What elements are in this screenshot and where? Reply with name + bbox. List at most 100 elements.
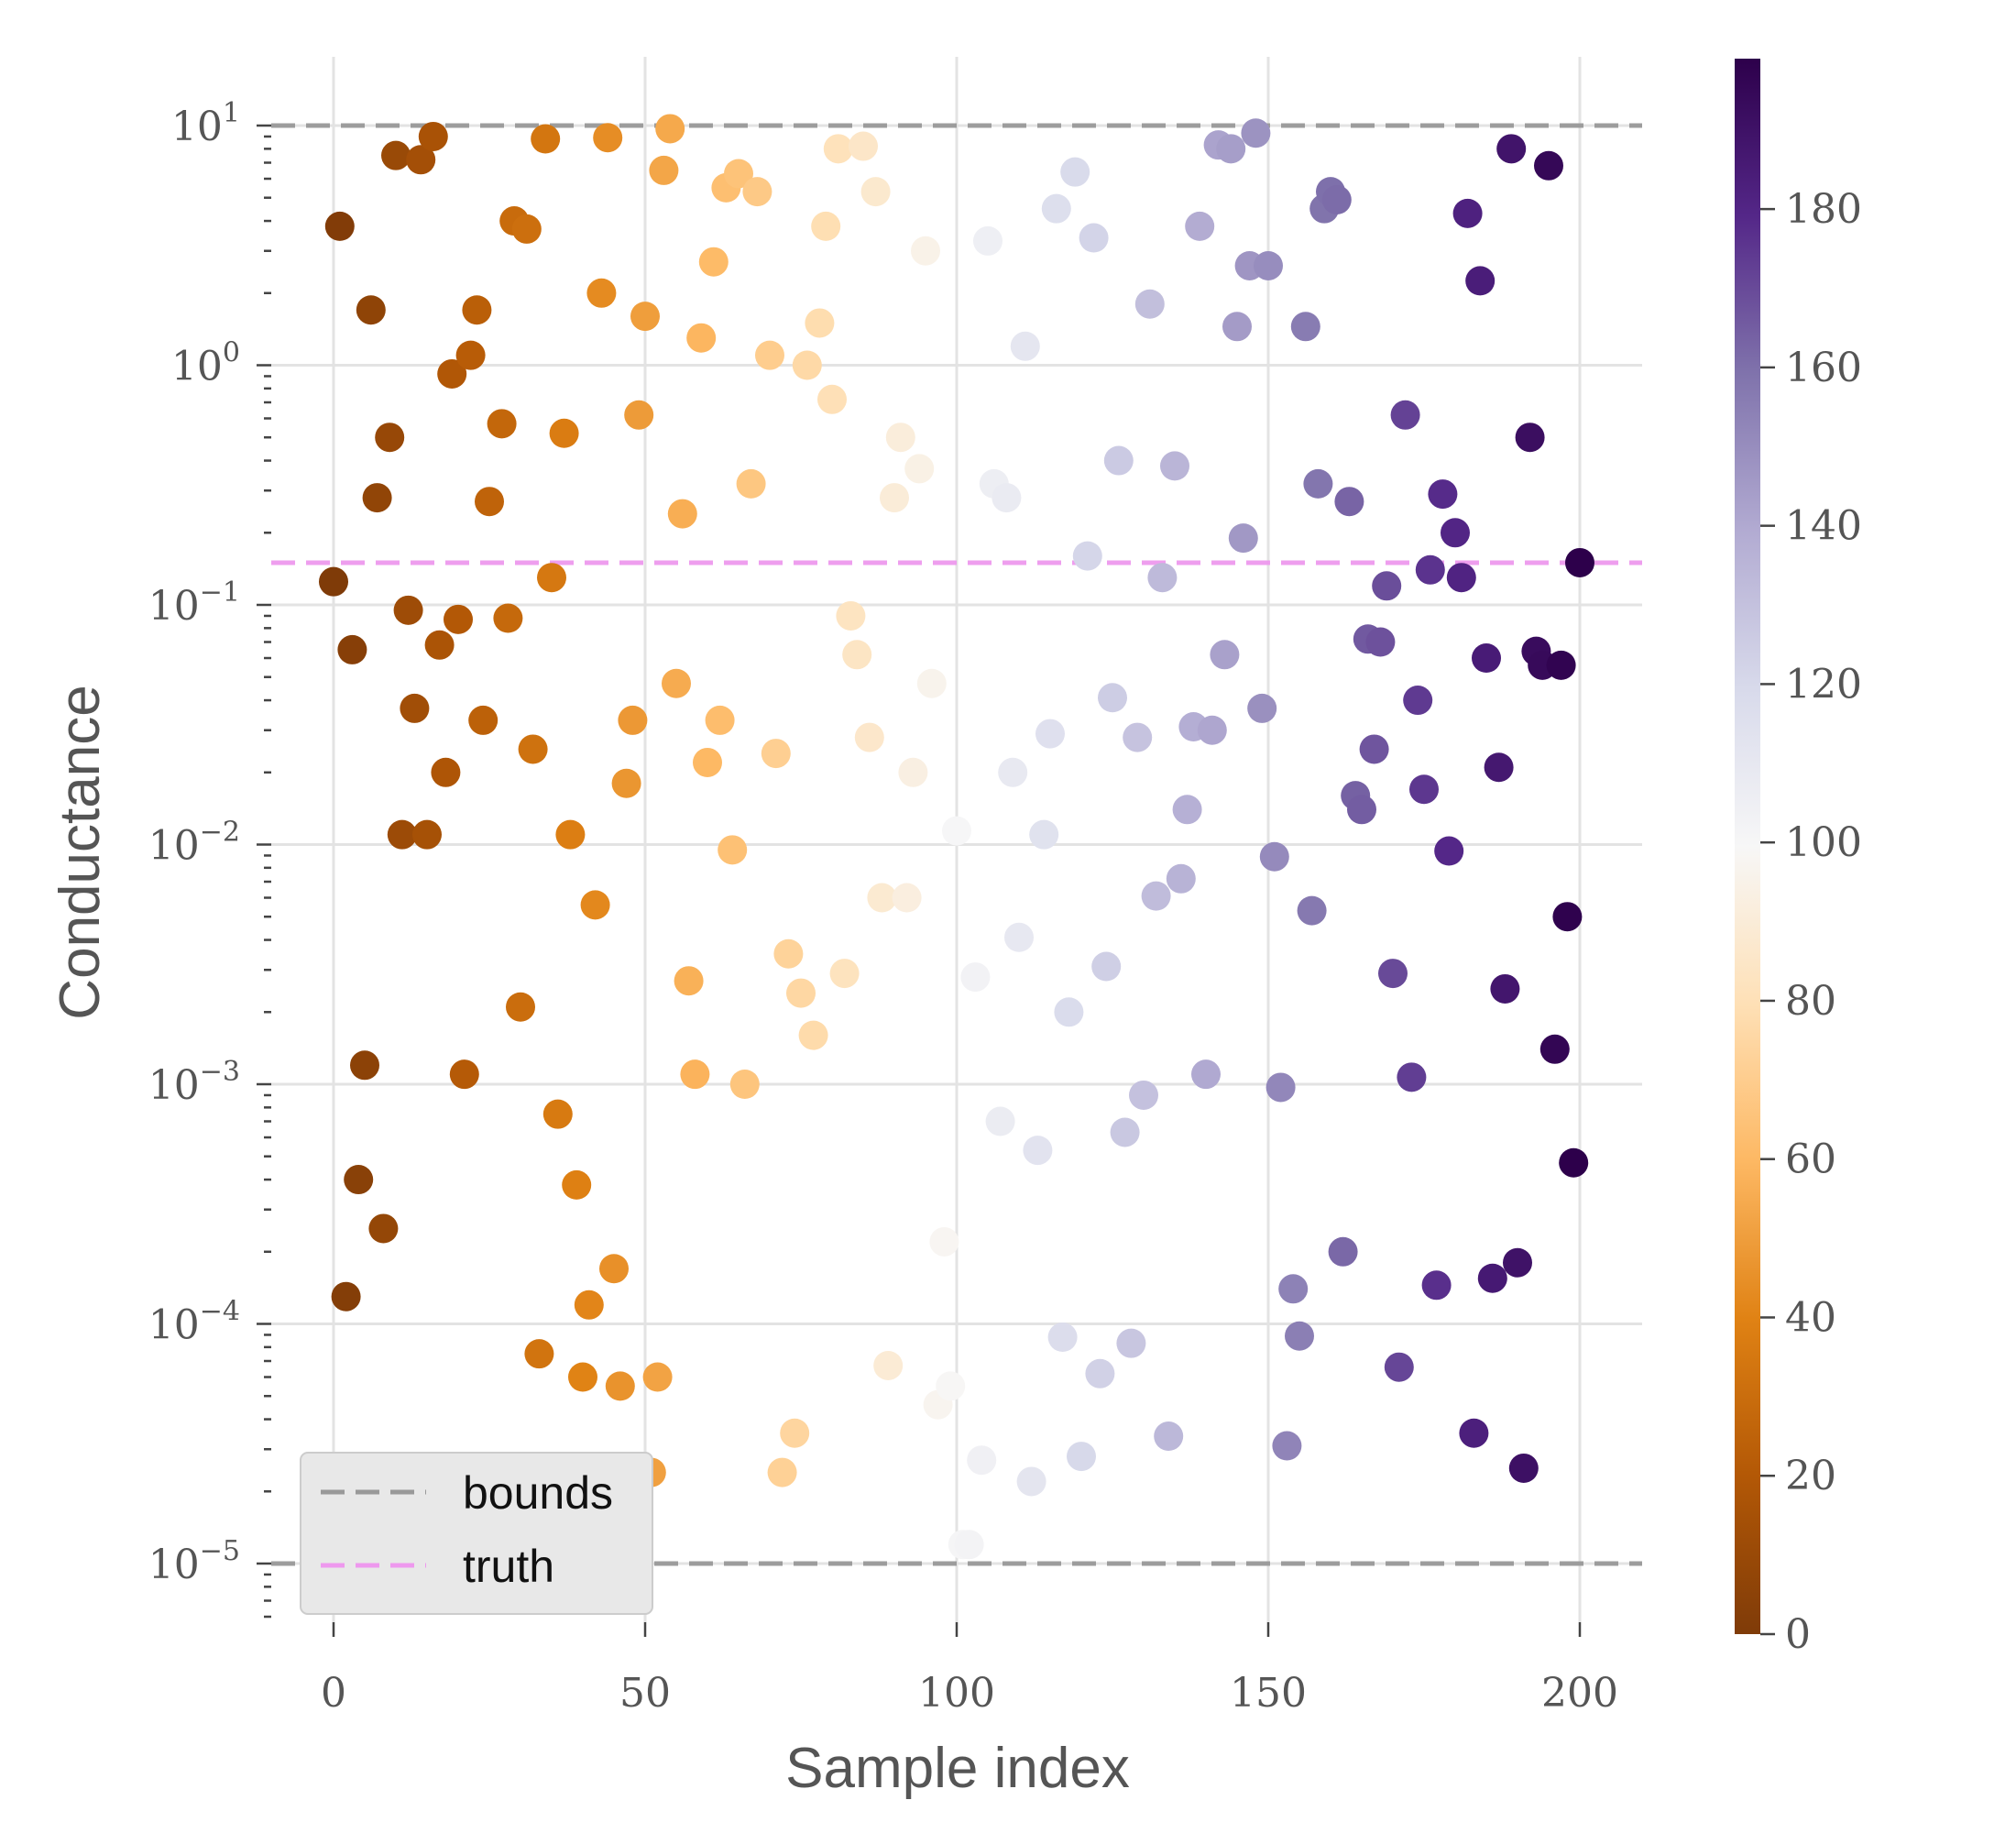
data-point	[867, 883, 897, 913]
data-point	[1508, 1453, 1539, 1483]
data-point	[786, 978, 816, 1008]
data-point	[1285, 1321, 1314, 1351]
data-point	[724, 159, 753, 189]
data-point	[1297, 895, 1327, 926]
data-point	[618, 705, 648, 735]
data-point	[1372, 571, 1402, 601]
legend: bounds truth	[300, 1452, 653, 1615]
data-point	[1534, 150, 1563, 181]
data-point	[437, 358, 467, 389]
data-point	[1067, 1442, 1096, 1472]
data-point	[568, 1362, 597, 1392]
data-point	[1452, 198, 1483, 228]
data-point	[455, 340, 486, 370]
data-point	[1016, 1466, 1046, 1497]
data-point	[1515, 423, 1545, 453]
data-point	[1103, 445, 1134, 476]
data-point	[880, 483, 909, 513]
data-point	[1265, 1072, 1296, 1103]
data-point	[406, 145, 436, 175]
data-point	[805, 308, 835, 338]
data-point	[686, 323, 717, 353]
data-point	[767, 1457, 797, 1487]
data-point	[356, 295, 386, 325]
data-point	[1129, 1080, 1158, 1110]
data-point	[792, 350, 822, 380]
data-point	[967, 1445, 997, 1476]
data-point	[1228, 523, 1258, 554]
data-point	[1210, 640, 1240, 670]
data-point	[973, 225, 1003, 256]
data-point	[836, 600, 866, 631]
data-point	[698, 247, 729, 277]
data-point	[1303, 468, 1333, 499]
data-point	[1160, 451, 1189, 481]
data-point	[1552, 902, 1583, 932]
data-point	[929, 1226, 959, 1257]
data-point	[1321, 185, 1352, 215]
data-point	[1421, 1270, 1452, 1301]
data-point	[444, 604, 473, 634]
data-point	[1472, 643, 1501, 674]
data-point	[1060, 157, 1090, 187]
data-point	[324, 211, 355, 241]
legend-box	[300, 1452, 653, 1615]
data-point	[1465, 266, 1496, 296]
colorbar-tick-label: 80	[1785, 978, 1836, 1025]
data-point	[780, 1418, 810, 1448]
data-point	[1254, 250, 1283, 280]
data-point	[817, 384, 847, 414]
data-point	[593, 123, 623, 153]
data-points	[319, 114, 1594, 1560]
data-point	[1079, 223, 1109, 253]
data-point	[1004, 922, 1034, 952]
data-point	[761, 739, 791, 769]
data-point	[586, 278, 617, 308]
data-point	[985, 1106, 1015, 1136]
data-point	[842, 640, 872, 670]
data-point	[549, 418, 579, 448]
data-point	[412, 819, 442, 850]
data-point	[1546, 650, 1576, 680]
data-point	[892, 883, 922, 913]
legend-bounds-label: bounds	[463, 1467, 613, 1519]
data-point	[611, 768, 641, 798]
y-tick-label: 10−1	[148, 576, 240, 630]
colorbar-tick-label: 40	[1785, 1294, 1836, 1341]
data-point	[381, 140, 411, 170]
data-point	[936, 1371, 966, 1401]
data-point	[642, 1362, 673, 1392]
data-point	[344, 1165, 374, 1195]
data-point	[1539, 1034, 1570, 1064]
data-point	[1091, 951, 1122, 982]
data-point	[1559, 1147, 1589, 1178]
colorbar-tick-label: 20	[1785, 1453, 1836, 1499]
data-point	[823, 134, 853, 164]
data-point	[1085, 1358, 1115, 1388]
x-tick-label: 100	[918, 1670, 995, 1717]
colorbar-tick-label: 60	[1785, 1136, 1836, 1183]
data-point	[1446, 563, 1476, 593]
data-point	[1197, 715, 1227, 745]
data-point	[518, 734, 548, 764]
data-point	[475, 487, 504, 517]
data-point	[1259, 841, 1289, 872]
data-point	[555, 819, 586, 850]
data-point	[1023, 1136, 1053, 1166]
data-point	[1116, 1328, 1146, 1358]
data-point	[1434, 836, 1464, 866]
data-point	[624, 400, 654, 430]
data-point	[1029, 819, 1059, 850]
x-tick-labels: 0 50 100 150 200	[321, 1670, 1618, 1717]
data-point	[693, 747, 722, 777]
y-tick-label: 100	[171, 337, 240, 390]
data-point	[1565, 547, 1594, 577]
data-point	[849, 131, 878, 161]
data-point	[524, 1339, 554, 1369]
data-point	[992, 483, 1022, 513]
colorbar-gradient	[1735, 59, 1760, 1634]
data-point	[1441, 518, 1470, 548]
data-point	[1278, 1274, 1309, 1304]
data-point	[605, 1371, 635, 1401]
data-point	[1390, 400, 1420, 430]
